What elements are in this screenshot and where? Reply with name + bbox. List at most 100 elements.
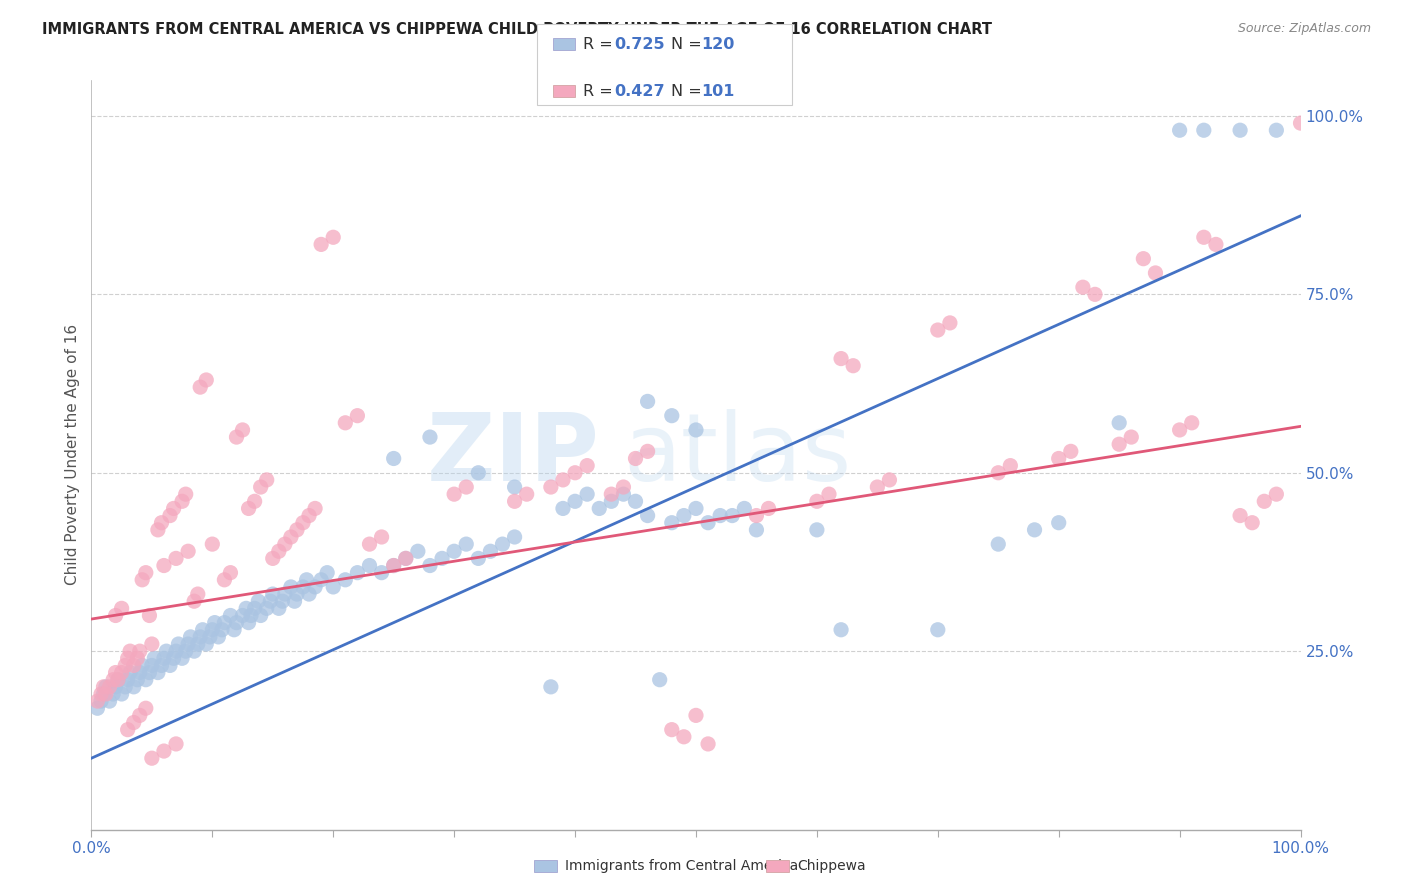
Point [661, 516, 683, 530]
Point [153, 744, 176, 758]
Point [309, 237, 332, 252]
Text: atlas: atlas [623, 409, 852, 501]
Point [304, 501, 326, 516]
Point [104, 665, 127, 680]
Point [138, 608, 160, 623]
Point [1108, 437, 1130, 451]
Point [162, 651, 184, 665]
Point [240, 608, 263, 623]
Point [167, 637, 190, 651]
Point [235, 601, 257, 615]
Point [128, 644, 150, 658]
Point [709, 508, 731, 523]
Point [111, 665, 132, 680]
Point [141, 658, 163, 673]
Point [201, 623, 224, 637]
Point [243, 601, 266, 615]
Point [111, 601, 132, 615]
Point [174, 644, 197, 658]
Point [540, 480, 562, 494]
Point [249, 608, 271, 623]
Point [637, 444, 659, 458]
Point [247, 594, 270, 608]
Point [697, 737, 720, 751]
Point [256, 601, 278, 615]
Point [107, 673, 129, 687]
Point [267, 544, 290, 558]
Point [187, 587, 209, 601]
Point [830, 351, 852, 366]
Point [238, 615, 260, 630]
Point [359, 537, 381, 551]
Point [516, 487, 538, 501]
Point [94, 680, 117, 694]
Text: R =: R = [583, 84, 619, 99]
Point [1289, 116, 1312, 130]
Point [1060, 444, 1083, 458]
Point [280, 580, 302, 594]
Point [879, 473, 901, 487]
Point [101, 687, 124, 701]
Point [551, 501, 574, 516]
Point [987, 466, 1010, 480]
Point [1132, 252, 1154, 266]
Point [298, 508, 321, 523]
Point [104, 608, 127, 623]
Point [122, 680, 145, 694]
Text: IMMIGRANTS FROM CENTRAL AMERICA VS CHIPPEWA CHILD POVERTY UNDER THE AGE OF 16 CO: IMMIGRANTS FROM CENTRAL AMERICA VS CHIPP… [42, 22, 993, 37]
Point [672, 730, 695, 744]
Point [1265, 487, 1288, 501]
Point [219, 566, 242, 580]
Point [135, 701, 157, 715]
Point [370, 530, 392, 544]
Point [745, 508, 768, 523]
Point [382, 558, 405, 573]
Point [98, 680, 121, 694]
Point [842, 359, 865, 373]
Point [503, 480, 526, 494]
Point [177, 637, 200, 651]
Point [309, 573, 332, 587]
Point [259, 594, 281, 608]
Point [219, 608, 242, 623]
Point [117, 673, 139, 687]
Point [243, 494, 266, 508]
Point [612, 480, 634, 494]
Point [122, 715, 145, 730]
Text: 0.725: 0.725 [614, 37, 665, 52]
Point [117, 723, 139, 737]
Point [150, 516, 173, 530]
Point [661, 723, 683, 737]
Point [806, 523, 828, 537]
Text: Chippewa: Chippewa [797, 859, 866, 873]
Point [491, 537, 513, 551]
Point [456, 537, 478, 551]
Point [866, 480, 889, 494]
Point [1071, 280, 1094, 294]
Point [131, 658, 153, 673]
Point [207, 630, 229, 644]
Point [624, 451, 647, 466]
Point [1000, 458, 1022, 473]
Point [939, 316, 962, 330]
Point [122, 658, 145, 673]
Point [214, 615, 236, 630]
Point [135, 566, 157, 580]
Point [1181, 416, 1204, 430]
Point [211, 623, 233, 637]
Point [107, 673, 129, 687]
Point [685, 423, 707, 437]
Point [146, 523, 169, 537]
Point [346, 566, 368, 580]
Point [1168, 423, 1191, 437]
Point [1229, 508, 1251, 523]
Point [806, 494, 828, 508]
Point [600, 494, 623, 508]
Point [419, 430, 441, 444]
Point [721, 508, 744, 523]
Point [406, 544, 429, 558]
Point [283, 594, 305, 608]
Point [576, 487, 599, 501]
Point [114, 680, 136, 694]
Point [637, 508, 659, 523]
